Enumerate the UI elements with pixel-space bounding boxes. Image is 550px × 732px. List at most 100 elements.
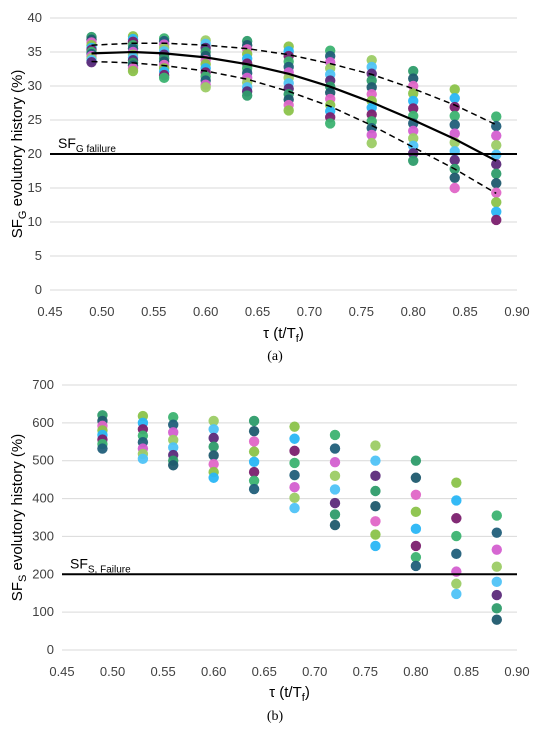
data-point <box>97 443 108 454</box>
data-point <box>208 441 219 452</box>
x-tick-label: 0.80 <box>401 304 426 319</box>
data-point <box>248 415 260 427</box>
y-tick-label: 400 <box>32 491 54 506</box>
data-point <box>168 442 179 453</box>
y-tick-label: 25 <box>28 112 42 127</box>
x-tick-label: 0.55 <box>141 304 166 319</box>
data-point <box>410 560 422 572</box>
data-point <box>408 73 419 84</box>
data-point <box>408 125 419 137</box>
chart-a-curves <box>91 42 497 195</box>
x-tick-label: 0.45 <box>37 304 62 319</box>
chart-a-x-axis-label: τ (t/Tf) <box>263 325 304 345</box>
data-point <box>491 139 502 151</box>
data-point <box>366 129 377 141</box>
x-tick-label: 0.65 <box>245 304 270 319</box>
data-point <box>289 482 300 493</box>
y-tick-label: 40 <box>28 10 42 25</box>
data-point <box>289 469 300 481</box>
y-tick-label: 500 <box>32 453 54 468</box>
x-tick-label: 0.90 <box>504 664 529 679</box>
data-point <box>491 527 502 538</box>
data-point <box>208 450 219 461</box>
data-point <box>329 429 341 441</box>
data-point <box>410 506 422 518</box>
data-point <box>451 588 462 600</box>
data-point <box>449 119 460 130</box>
data-point <box>451 578 462 589</box>
data-point <box>449 84 460 95</box>
data-point <box>410 523 422 535</box>
chart-b: SFS, Failure 0.45 0.50 0.55 0.60 0.65 0.70 0.7… <box>9 377 530 724</box>
data-point <box>449 182 460 194</box>
data-point <box>289 433 300 444</box>
x-tick-label: 0.75 <box>353 664 378 679</box>
y-tick-label: 30 <box>28 78 42 93</box>
data-point <box>491 111 502 122</box>
data-point <box>248 425 260 437</box>
data-point <box>208 424 219 435</box>
data-point <box>329 519 341 531</box>
data-point <box>241 90 253 101</box>
data-point <box>410 552 422 563</box>
data-point <box>208 415 219 427</box>
chart-b-gridlines <box>62 384 517 651</box>
data-point <box>370 540 381 552</box>
data-point <box>168 411 179 423</box>
data-point <box>491 510 502 521</box>
failure-threshold-label: SFS, Failure <box>70 555 131 575</box>
x-tick-label: 0.50 <box>100 664 125 679</box>
data-point <box>491 206 502 217</box>
data-point <box>158 72 170 84</box>
data-point <box>491 197 502 208</box>
data-point <box>491 178 502 189</box>
data-point <box>208 472 219 483</box>
data-point <box>248 466 260 478</box>
x-tick-label: 0.70 <box>302 664 327 679</box>
x-tick-label: 0.80 <box>403 664 428 679</box>
x-tick-label: 0.70 <box>297 304 322 319</box>
y-tick-label: 35 <box>28 44 42 59</box>
data-point <box>137 453 149 465</box>
data-point <box>329 484 341 495</box>
data-point <box>449 128 460 139</box>
chart-a-points <box>86 31 502 226</box>
data-point <box>168 427 179 438</box>
data-point <box>127 65 139 77</box>
x-tick-label: 0.75 <box>349 304 374 319</box>
data-point <box>410 455 422 466</box>
chart-a-caption: (a) <box>267 349 283 364</box>
data-point <box>449 110 460 122</box>
data-point <box>366 137 377 149</box>
upper-bound-curve <box>91 42 497 126</box>
y-tick-label: 0 <box>47 642 54 657</box>
mean-curve <box>91 50 497 162</box>
y-tick-label: 100 <box>32 604 54 619</box>
data-point <box>370 455 381 466</box>
data-point <box>248 475 260 486</box>
chart-a-y-tick-labels: 0 5 10 15 20 25 30 35 40 <box>28 10 42 297</box>
data-point <box>370 529 381 540</box>
data-point <box>370 440 381 451</box>
data-point <box>491 603 502 614</box>
data-point <box>491 130 502 141</box>
x-tick-label: 0.90 <box>504 304 529 319</box>
data-point <box>289 421 300 432</box>
y-tick-label: 600 <box>32 415 54 430</box>
data-point <box>329 470 341 482</box>
data-point <box>491 576 502 588</box>
data-point <box>449 154 460 166</box>
data-point <box>491 589 502 601</box>
data-point <box>408 103 419 114</box>
data-point <box>451 477 462 488</box>
chart-a: SFG falilure 0.45 0.50 0.55 0.60 0.65 0.70 0.7… <box>9 10 530 364</box>
data-point <box>410 540 422 552</box>
data-point <box>329 443 341 454</box>
data-point <box>329 457 341 468</box>
chart-b-y-tick-labels: 0 100 200 300 400 500 600 700 <box>32 377 54 657</box>
y-tick-label: 200 <box>32 566 54 581</box>
data-point <box>248 456 260 468</box>
lower-bound-curve <box>91 60 497 195</box>
y-tick-label: 700 <box>32 377 54 392</box>
data-point <box>370 470 381 482</box>
